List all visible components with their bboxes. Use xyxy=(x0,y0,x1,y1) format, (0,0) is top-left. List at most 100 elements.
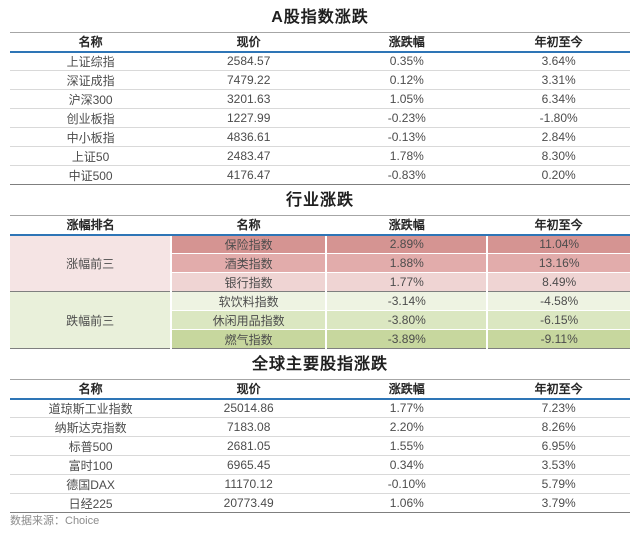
change-cell: -3.89% xyxy=(325,329,488,349)
table-row: 道琼斯工业指数 25014.86 1.77% 7.23% xyxy=(10,398,630,418)
price-cell: 11170.12 xyxy=(171,474,327,494)
column-header-price: 现价 xyxy=(171,379,327,400)
index-name-cell: 富时100 xyxy=(10,455,172,475)
ytd-cell: 11.04% xyxy=(486,234,630,254)
change-cell: 1.77% xyxy=(325,272,488,292)
table-row: 上证综指 2584.57 0.35% 3.64% xyxy=(10,51,630,71)
index-name-cell: 创业板指 xyxy=(10,108,172,128)
change-cell: -3.14% xyxy=(325,291,488,311)
change-cell: -0.23% xyxy=(326,108,488,128)
change-cell: 2.20% xyxy=(326,417,488,437)
change-cell: 1.05% xyxy=(326,89,488,109)
ytd-cell: 2.84% xyxy=(487,127,630,147)
ytd-cell: 3.64% xyxy=(487,51,630,71)
column-header-name: 名称 xyxy=(171,215,327,236)
index-name-cell: 上证综指 xyxy=(10,51,172,71)
column-header-rank: 涨幅排名 xyxy=(10,215,172,236)
table-row: 日经225 20773.49 1.06% 3.79% xyxy=(10,493,630,513)
price-cell: 20773.49 xyxy=(171,493,327,513)
ytd-cell: 7.23% xyxy=(487,398,630,418)
table-row: 创业板指 1227.99 -0.23% -1.80% xyxy=(10,108,630,128)
change-cell: 0.12% xyxy=(326,70,488,90)
price-cell: 25014.86 xyxy=(171,398,327,418)
industry-name-cell: 休闲用品指数 xyxy=(170,310,327,330)
industry-table: 涨幅排名 名称 涨跌幅 年初至今 涨幅前三 保险指数 2.89% 11.04% … xyxy=(10,215,630,349)
industry-name-cell: 酒类指数 xyxy=(170,253,327,273)
industry-name-cell: 燃气指数 xyxy=(170,329,327,349)
price-cell: 2681.05 xyxy=(171,436,327,456)
index-name-cell: 沪深300 xyxy=(10,89,172,109)
ytd-cell: 6.95% xyxy=(487,436,630,456)
ytd-cell: 3.31% xyxy=(487,70,630,90)
column-header-change: 涨跌幅 xyxy=(326,32,488,53)
column-header-change: 涨跌幅 xyxy=(326,215,488,236)
ytd-cell: 8.49% xyxy=(486,272,630,292)
index-name-cell: 中小板指 xyxy=(10,127,172,147)
ytd-cell: 8.26% xyxy=(487,417,630,437)
change-cell: 0.35% xyxy=(326,51,488,71)
table-row: 跌幅前三 软饮料指数 -3.14% -4.58% xyxy=(10,291,630,349)
a-share-index-table: 名称 现价 涨跌幅 年初至今 上证综指 2584.57 0.35% 3.64% … xyxy=(10,32,630,185)
index-name-cell: 上证50 xyxy=(10,146,172,166)
header-row: 名称 现价 涨跌幅 年初至今 xyxy=(10,379,630,400)
index-name-cell: 日经225 xyxy=(10,493,172,513)
price-cell: 7479.22 xyxy=(171,70,327,90)
change-cell: 1.55% xyxy=(326,436,488,456)
price-cell: 2584.57 xyxy=(171,51,327,71)
price-cell: 4836.61 xyxy=(171,127,327,147)
table-row: 富时100 6965.45 0.34% 3.53% xyxy=(10,455,630,475)
industry-name-cell: 软饮料指数 xyxy=(170,291,327,311)
ytd-cell: -9.11% xyxy=(486,329,630,349)
table-row: 涨幅前三 保险指数 2.89% 11.04% xyxy=(10,234,630,292)
ytd-cell: -6.15% xyxy=(486,310,630,330)
column-header-ytd: 年初至今 xyxy=(487,215,630,236)
change-cell: -0.10% xyxy=(326,474,488,494)
header-row: 涨幅排名 名称 涨跌幅 年初至今 xyxy=(10,215,630,236)
change-cell: -0.13% xyxy=(326,127,488,147)
ytd-cell: -1.80% xyxy=(487,108,630,128)
change-cell: 1.88% xyxy=(325,253,488,273)
ytd-cell: 0.20% xyxy=(487,165,630,185)
industry-section: 行业涨跌 涨幅排名 名称 涨跌幅 年初至今 涨幅前三 保险指数 2.89% 11… xyxy=(10,192,630,349)
column-header-ytd: 年初至今 xyxy=(487,379,630,400)
index-name-cell: 道琼斯工业指数 xyxy=(10,398,172,418)
change-cell: 1.78% xyxy=(326,146,488,166)
index-name-cell: 中证500 xyxy=(10,165,172,185)
header-row: 名称 现价 涨跌幅 年初至今 xyxy=(10,32,630,53)
table-row: 德国DAX 11170.12 -0.10% 5.79% xyxy=(10,474,630,494)
column-header-price: 现价 xyxy=(171,32,327,53)
ytd-cell: 3.79% xyxy=(487,493,630,513)
price-cell: 1227.99 xyxy=(171,108,327,128)
rank-group-top-losers-cell: 跌幅前三 xyxy=(10,291,172,349)
column-header-name: 名称 xyxy=(10,32,172,53)
index-name-cell: 德国DAX xyxy=(10,474,172,494)
a-share-table-title: A股指数涨跌 xyxy=(271,9,369,26)
a-share-index-section: A股指数涨跌 名称 现价 涨跌幅 年初至今 上证综指 2584.57 0.35%… xyxy=(10,9,630,185)
column-header-name: 名称 xyxy=(10,379,172,400)
column-header-ytd: 年初至今 xyxy=(487,32,630,53)
table-row: 标普500 2681.05 1.55% 6.95% xyxy=(10,436,630,456)
table-row: 中小板指 4836.61 -0.13% 2.84% xyxy=(10,127,630,147)
index-name-cell: 纳斯达克指数 xyxy=(10,417,172,437)
ytd-cell: 13.16% xyxy=(486,253,630,273)
table-row: 燃气指数 -3.89% -9.11% xyxy=(10,329,630,349)
ytd-cell: 3.53% xyxy=(487,455,630,475)
change-cell: 2.89% xyxy=(325,234,488,254)
change-cell: -3.80% xyxy=(325,310,488,330)
price-cell: 6965.45 xyxy=(171,455,327,475)
table-row: 深证成指 7479.22 0.12% 3.31% xyxy=(10,70,630,90)
change-cell: -0.83% xyxy=(326,165,488,185)
ytd-cell: 8.30% xyxy=(487,146,630,166)
table-row: 中证500 4176.47 -0.83% 0.20% xyxy=(10,165,630,185)
ytd-cell: -4.58% xyxy=(486,291,630,311)
table-row: 沪深300 3201.63 1.05% 6.34% xyxy=(10,89,630,109)
table-row: 银行指数 1.77% 8.49% xyxy=(10,272,630,292)
industry-table-title: 行业涨跌 xyxy=(285,192,354,209)
column-header-change: 涨跌幅 xyxy=(326,379,488,400)
table-row: 纳斯达克指数 7183.08 2.20% 8.26% xyxy=(10,417,630,437)
table-row: 酒类指数 1.88% 13.16% xyxy=(10,253,630,273)
table-row: 上证50 2483.47 1.78% 8.30% xyxy=(10,146,630,166)
price-cell: 4176.47 xyxy=(171,165,327,185)
index-name-cell: 深证成指 xyxy=(10,70,172,90)
